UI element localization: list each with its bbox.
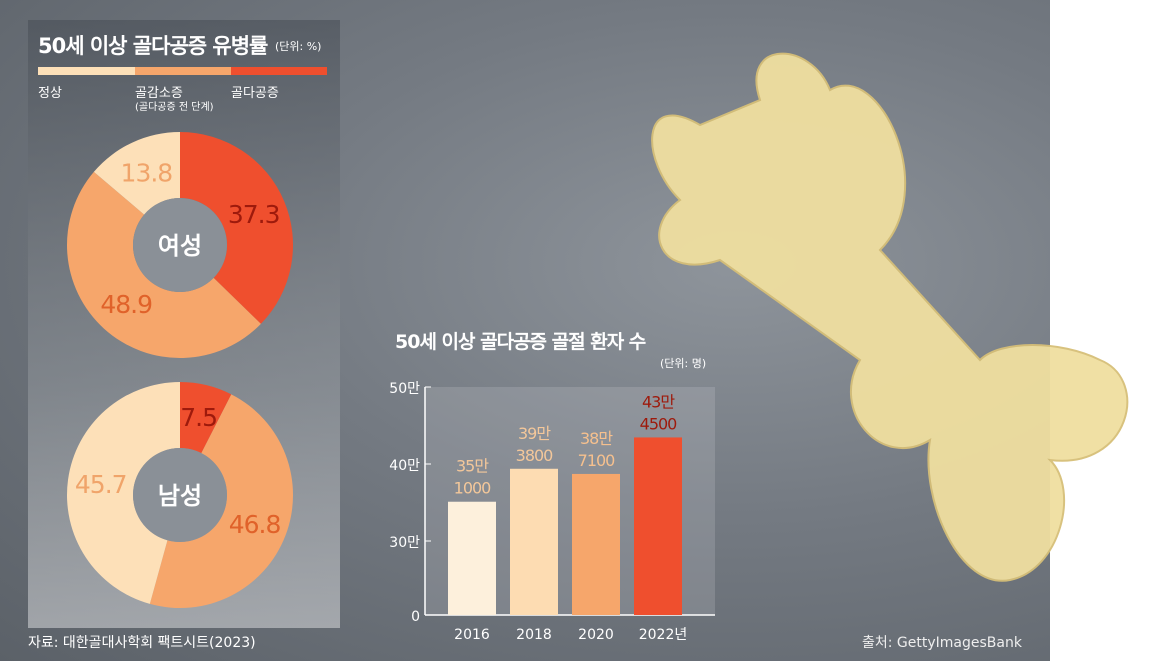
x-tick-label: 2020 [578,627,614,643]
bar-value-label: 39만 [518,424,551,443]
prevalence-title: 50세 이상 골다공증 유병률 [38,34,268,58]
slice-label: 37.3 [228,200,280,229]
donut-slice [180,381,232,454]
donut-center-label: 여성 [158,232,202,260]
fracture-unit: (단위: 명) [660,357,707,370]
bar [510,468,558,615]
donut-center-label: 남성 [158,482,202,510]
legend-osteopenia-note: (골다공증 전 단계) [135,102,214,113]
bar-value-label: 43만 [642,392,675,411]
slice-label: 45.7 [75,470,127,499]
donut-slice [67,382,180,604]
donut-slice [180,132,293,324]
donut-slice [149,394,293,608]
bar-value-label: 38만 [580,429,613,448]
legend-osteopenia: 골감소증 [135,86,183,101]
bar [634,437,682,615]
x-tick-label: 2022년 [639,627,688,643]
bar-value-label: 7100 [578,451,616,470]
slice-label: 13.8 [121,158,173,187]
donut-hole [133,198,227,292]
photo-credit: 출처: GettyImagesBank [862,635,1022,651]
prevalence-unit: (단위: %) [275,40,322,53]
bar-value-label: 1000 [454,479,492,498]
x-tick-label: 2016 [454,627,490,643]
y-tick-label: 50만 [389,381,420,397]
legend-normal: 정상 [38,86,62,101]
bar-value-label: 3800 [516,446,554,465]
y-tick-label: 40만 [389,458,420,474]
source-note: 자료: 대한골대사학회 팩트시트(2023) [28,635,256,651]
legend-swatch-osteoporosis [231,67,327,75]
legend-osteoporosis: 골다공증 [231,86,279,101]
x-tick-label: 2018 [516,627,552,643]
fracture-title: 50세 이상 골다공증 골절 환자 수 [395,331,646,353]
legend-swatch-normal [38,67,135,75]
bar-value-label: 35만 [456,457,489,476]
bar [572,473,620,615]
donut-slice [67,171,261,358]
bar [448,501,496,615]
y-tick-label: 0 [411,609,420,625]
bar-value-label: 4500 [640,414,678,433]
donut-slice [93,132,180,215]
y-tick-label: 30만 [389,535,420,551]
legend-swatch-osteopenia [135,67,231,75]
slice-label: 48.9 [100,290,152,319]
slice-label: 7.5 [180,403,217,432]
donut-hole [133,448,227,542]
slice-label: 46.8 [229,510,281,539]
